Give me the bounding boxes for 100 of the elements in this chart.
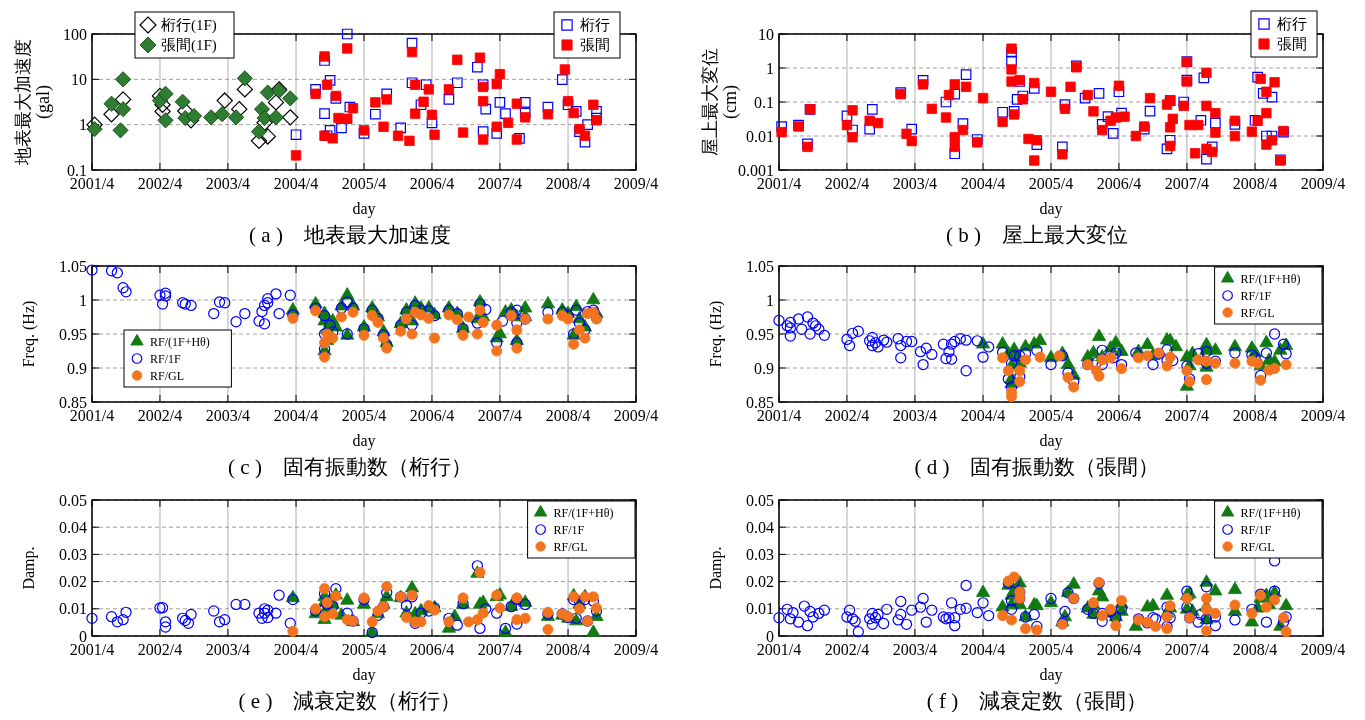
x-tick-label: 2007/4 xyxy=(1164,407,1210,424)
y-tick-label: 0.02 xyxy=(746,573,774,591)
y-tick-label: 100 xyxy=(63,25,87,43)
x-tick-label: 2003/4 xyxy=(205,407,251,424)
y-axis-title: 屋上最大変位 (cm) xyxy=(700,48,741,156)
x-tick-label: 2009/4 xyxy=(613,175,659,192)
x-tick-label: 2004/4 xyxy=(273,641,319,658)
y-tick-label: 0.02 xyxy=(59,573,87,591)
legend-label: RF/(1F+Hθ) xyxy=(1240,505,1301,520)
legend-label: RF/1F xyxy=(150,351,182,366)
x-tick-label: 2005/4 xyxy=(1028,407,1074,424)
x-tick-label: 2006/4 xyxy=(409,641,455,658)
x-axis-title: day xyxy=(1039,666,1063,684)
x-tick-label: 2008/4 xyxy=(1232,175,1278,192)
legend-label: RF/GL xyxy=(1240,305,1275,320)
x-tick-label: 2002/4 xyxy=(137,175,183,192)
x-axis-title: day xyxy=(352,200,376,218)
x-axis-title: day xyxy=(1039,200,1063,218)
x-tick-label: 2002/4 xyxy=(824,641,870,658)
x-tick-label: 2004/4 xyxy=(960,407,1006,424)
x-tick-label: 2008/4 xyxy=(545,407,591,424)
legend-label: RF/GL xyxy=(553,539,588,554)
x-tick-label: 2002/4 xyxy=(824,175,870,192)
x-axis-title: day xyxy=(352,666,376,684)
text: ( b ) 屋上最大変位 xyxy=(946,223,1128,247)
x-tick-label: 2009/4 xyxy=(613,641,659,658)
y-tick-label: 0.03 xyxy=(746,546,774,563)
legend-label: RF/(1F+Hθ) xyxy=(150,334,210,349)
x-tick-label: 2003/4 xyxy=(892,641,938,658)
x-tick-label: 2006/4 xyxy=(409,407,455,424)
x-tick-label: 2007/4 xyxy=(1164,641,1210,658)
x-tick-label: 2002/4 xyxy=(824,407,870,424)
x-tick-label: 2009/4 xyxy=(1300,407,1346,424)
legend-label: RF/(1F+Hθ) xyxy=(1240,271,1301,286)
x-tick-label: 2003/4 xyxy=(892,175,938,192)
legend-label: RF/1F xyxy=(1240,522,1272,537)
text: ( f ) 減衰定数（張間） xyxy=(926,689,1148,713)
x-tick-label: 2003/4 xyxy=(205,641,251,658)
x-tick-label: 2005/4 xyxy=(341,641,387,658)
y-tick-label: 10 xyxy=(758,25,774,43)
x-tick-label: 2006/4 xyxy=(409,175,455,192)
x-tick-label: 2008/4 xyxy=(545,641,591,658)
legend-label: RF/1F xyxy=(1240,288,1272,303)
legend-label: RF/GL xyxy=(1240,539,1275,554)
legend-label: 桁行 xyxy=(1277,16,1307,33)
x-tick-label: 2005/4 xyxy=(341,175,387,192)
y-tick-label: 1 xyxy=(766,59,774,77)
x-tick-label: 2007/4 xyxy=(1164,175,1210,192)
y-tick-label: 0.05 xyxy=(59,491,87,509)
y-axis-title: Damp. xyxy=(707,546,725,590)
x-tick-label: 2003/4 xyxy=(205,175,251,192)
y-tick-label: 1.05 xyxy=(746,257,774,275)
y-tick-label: 0.04 xyxy=(746,518,774,536)
x-tick-label: 2009/4 xyxy=(1300,175,1346,192)
legend-label: RF/(1F+Hθ) xyxy=(553,505,614,520)
text: ( d ) 固有振動数（張間） xyxy=(914,455,1160,479)
text: ( e ) 減衰定数（桁行） xyxy=(238,689,462,713)
x-tick-label: 2005/4 xyxy=(1028,175,1074,192)
legend-label: 桁行(1F) xyxy=(161,17,217,35)
x-tick-label: 2003/4 xyxy=(892,407,938,424)
x-tick-label: 2007/4 xyxy=(477,407,523,424)
x-axis-title: day xyxy=(1039,432,1063,450)
y-tick-label: 0.9 xyxy=(754,359,774,377)
x-tick-label: 2006/4 xyxy=(1096,641,1142,658)
x-axis-title: day xyxy=(352,432,376,450)
x-tick-label: 2008/4 xyxy=(1232,407,1278,424)
y-tick-label: 0.1 xyxy=(754,93,774,111)
legend-label: RF/GL xyxy=(150,368,185,383)
legend-label: 張間 xyxy=(1277,36,1307,53)
x-tick-label: 2007/4 xyxy=(477,175,523,192)
y-tick-label: 0.01 xyxy=(59,600,87,618)
text: ( a ) 地表最大加速度 xyxy=(249,223,451,247)
x-tick-label: 2007/4 xyxy=(477,641,523,658)
y-axis-title: Freq. (Hz) xyxy=(707,300,725,368)
y-tick-label: 0.95 xyxy=(59,325,87,343)
y-tick-label: 0.9 xyxy=(67,359,87,377)
y-tick-label: 1 xyxy=(79,291,87,309)
y-tick-label: 0.01 xyxy=(746,600,774,618)
x-tick-label: 2005/4 xyxy=(1028,641,1074,658)
y-tick-label: 0.04 xyxy=(59,518,87,536)
legend-label: 張間(1F) xyxy=(161,37,217,55)
x-tick-label: 2009/4 xyxy=(613,407,659,424)
text: ( c ) 固有振動数（桁行） xyxy=(228,455,472,479)
y-tick-label: 1 xyxy=(766,291,774,309)
x-tick-label: 2008/4 xyxy=(1232,641,1278,658)
y-axis-title: Freq. (Hz) xyxy=(20,300,38,368)
y-axis-title: Damp. xyxy=(20,546,38,590)
legend-label: 張間 xyxy=(580,37,610,54)
y-tick-label: 0.01 xyxy=(746,127,774,145)
x-tick-label: 2005/4 xyxy=(341,407,387,424)
x-tick-label: 2004/4 xyxy=(960,641,1006,658)
y-tick-label: 0.95 xyxy=(746,325,774,343)
x-tick-label: 2004/4 xyxy=(960,175,1006,192)
legend-label: RF/1F xyxy=(553,522,585,537)
y-tick-label: 1 xyxy=(79,116,87,134)
x-tick-label: 2009/4 xyxy=(1300,641,1346,658)
x-tick-label: 2006/4 xyxy=(1096,175,1142,192)
x-tick-label: 2002/4 xyxy=(137,641,183,658)
y-axis-title: 地表最大加速度 (gal) xyxy=(13,39,54,166)
x-tick-label: 2002/4 xyxy=(137,407,183,424)
